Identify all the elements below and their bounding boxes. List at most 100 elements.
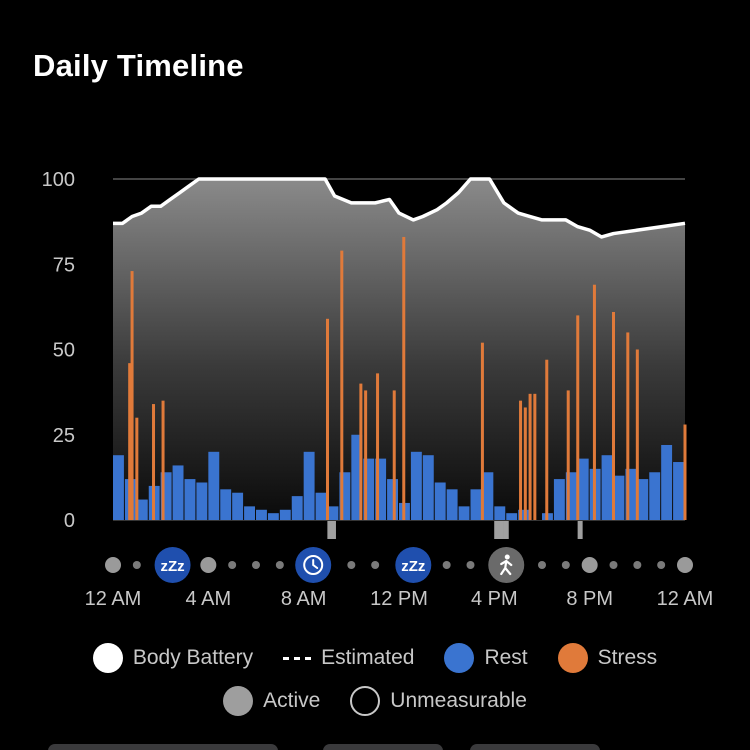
rest-bar [482, 472, 494, 520]
legend-unmeasurable-label: Unmeasurable [390, 689, 527, 712]
stress-bar [635, 349, 639, 520]
rest-bar [184, 479, 196, 520]
y-tick-label: 0 [64, 510, 75, 532]
timeline-dot [466, 561, 475, 569]
clock-face [303, 555, 324, 575]
legend-unmeasurable: Unmeasurable [350, 686, 527, 716]
bottom-tab-pill-3[interactable] [470, 744, 600, 750]
rest-bar [637, 479, 649, 520]
legend-rest: Rest [444, 643, 528, 673]
rest-bar [661, 444, 673, 520]
timeline-dot [105, 557, 121, 573]
rest-bar [172, 465, 184, 520]
rest-bar [470, 489, 482, 520]
rest-bar [649, 472, 661, 520]
clock-icon[interactable] [295, 547, 332, 583]
timeline-dot [200, 557, 217, 573]
sleep-zzz-icon-bg [154, 547, 191, 583]
rest-bar [196, 482, 208, 520]
rest-bar [446, 489, 458, 520]
rest-bar [387, 479, 398, 520]
stress-bar [545, 359, 549, 520]
rest-bar [267, 513, 279, 520]
timeline-dot [252, 561, 260, 569]
unmeasurable-mark [503, 521, 509, 539]
walking-icon[interactable] [488, 547, 525, 583]
timeline-dot [633, 561, 642, 569]
page-title: Daily Timeline [33, 48, 244, 83]
timeline-dot [442, 561, 451, 569]
stress-bar [592, 284, 596, 520]
rest-bar [458, 506, 470, 520]
stress-bar [566, 390, 570, 520]
rest-bar [565, 472, 577, 520]
rest-bar [613, 475, 625, 520]
body-battery-area [113, 179, 685, 520]
legend-stress: Stress [557, 643, 658, 673]
stress-swatch [557, 643, 588, 673]
body-battery-chart[interactable]: 100 75 50 25 0 zZz zZz 12 AM 4 AM 8 AM 12 PM 4 PM… [0, 0, 750, 640]
y-tick-label: 50 [53, 340, 75, 362]
legend-active-label: Active [263, 689, 321, 712]
stress-bar [392, 390, 396, 520]
rest-bar [673, 462, 684, 520]
rest-bar [351, 434, 363, 520]
sleep-zzz-icon[interactable]: zZz [154, 547, 191, 583]
stress-bar [130, 271, 134, 520]
active-swatch [223, 686, 254, 716]
rest-swatch [444, 643, 475, 673]
rest-bar [553, 479, 565, 520]
clock-hands [312, 559, 319, 569]
rest-bar [113, 455, 124, 520]
legend-stress-label: Stress [597, 646, 658, 669]
rest-bar [315, 492, 327, 520]
legend-body-battery: Body Battery [92, 643, 254, 673]
rest-bar [291, 496, 303, 520]
stress-bar [626, 332, 630, 520]
legend-estimated: Estimated [283, 643, 414, 673]
stress-bar [480, 342, 484, 520]
rest-bar [410, 451, 422, 520]
x-tick-label: 12 AM [657, 588, 714, 610]
x-tick-label: 8 AM [281, 588, 327, 610]
rest-bar [518, 509, 530, 520]
rest-bar [279, 509, 291, 520]
rest-bar [422, 455, 434, 520]
rest-bar [577, 458, 589, 520]
sleep-zzz-icon[interactable]: zZz [395, 547, 432, 583]
legend-body-battery-label: Body Battery [132, 646, 254, 669]
stress-bar [402, 236, 406, 520]
timeline-dot [657, 561, 666, 569]
stress-bar [326, 318, 329, 520]
timeline-dot [561, 561, 570, 569]
stress-bar [683, 424, 687, 520]
walker-head [504, 554, 510, 560]
x-tick-label: 4 AM [186, 588, 232, 610]
legend-active: Active [223, 686, 320, 716]
estimated-dash-swatch [283, 656, 312, 660]
legend-estimated-label: Estimated [321, 646, 415, 669]
rest-bar [256, 509, 267, 520]
unmeasurable-mark [577, 521, 583, 539]
x-tick-label: 4 PM [471, 588, 518, 610]
rest-bar [136, 499, 148, 520]
stress-bar [152, 404, 156, 520]
timeline-dot [347, 561, 356, 569]
sleep-zzz-icon-bg [395, 547, 432, 583]
bottom-tab-pill-1[interactable] [48, 744, 278, 750]
rest-bar [506, 513, 518, 520]
stress-bar [161, 400, 165, 520]
timeline-dot [677, 557, 693, 573]
body-battery-line [113, 177, 686, 239]
y-tick-label: 25 [53, 425, 75, 447]
rest-bar [160, 472, 172, 520]
stress-bar [364, 390, 368, 520]
bottom-tab-pill-2[interactable] [323, 744, 443, 750]
rest-bar [220, 489, 232, 520]
legend-row-1: Body Battery Estimated Rest Stress [0, 643, 750, 673]
unmeasurable-mark [327, 521, 333, 539]
unmeasurable-mark [494, 521, 500, 539]
timeline-dot [228, 561, 237, 569]
rest-bar [208, 451, 220, 520]
